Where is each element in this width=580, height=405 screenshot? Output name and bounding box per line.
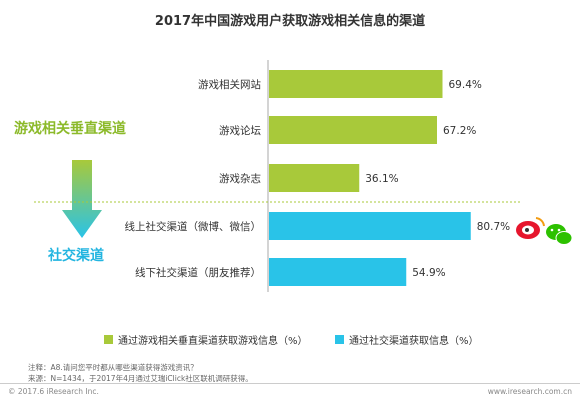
vertical-channel-label: 游戏相关垂直渠道 xyxy=(14,121,126,137)
legend-label-vertical: 通过游戏相关垂直渠道获取游戏信息（%） xyxy=(118,336,308,347)
bar-1 xyxy=(269,116,437,144)
bar-2 xyxy=(269,164,360,192)
legend-item-vertical: 通过游戏相关垂直渠道获取游戏信息（%） xyxy=(104,332,308,347)
copyright: © 2017.6 iResearch Inc. xyxy=(8,387,99,396)
legend-item-social: 通过社交渠道获取信息（%） xyxy=(335,332,479,347)
bar-4 xyxy=(269,258,407,286)
category-label-3: 线上社交渠道（微博、微信） xyxy=(125,220,262,233)
category-label-0: 游戏相关网站 xyxy=(198,78,261,91)
weibo-icon xyxy=(516,217,545,239)
value-label-4: 54.9% xyxy=(412,267,445,279)
value-label-3: 80.7% xyxy=(477,221,510,233)
value-label-1: 67.2% xyxy=(443,125,476,137)
category-label-1: 游戏论坛 xyxy=(219,124,261,137)
down-arrow-icon xyxy=(62,160,102,238)
footnote-question: 注释：A8.请问您平时都从哪些渠道获得游戏资讯？ xyxy=(28,363,198,372)
legend-label-social: 通过社交渠道获取信息（%） xyxy=(349,336,479,347)
value-label-0: 69.4% xyxy=(449,79,482,91)
social-channel-label: 社交渠道 xyxy=(48,248,104,264)
website: www.iresearch.com.cn xyxy=(487,387,572,396)
chart-title: 2017年中国游戏用户获取游戏相关信息的渠道 xyxy=(154,14,426,29)
category-label-2: 游戏杂志 xyxy=(219,172,261,185)
legend-swatch-green xyxy=(104,335,113,344)
category-label-4: 线下社交渠道（朋友推荐） xyxy=(135,266,261,279)
legend-swatch-cyan xyxy=(335,335,344,344)
bar-3 xyxy=(269,212,471,240)
footnote-source: 来源：N=1434，于2017年4月通过艾瑞iClick社区联机调研获得。 xyxy=(28,374,253,383)
bar-chart: 游戏相关网站 69.4% 游戏论坛 67.2% 游戏杂志 36.1% 线上社交渠道（微博、微… xyxy=(34,60,573,292)
wechat-icon xyxy=(546,224,573,245)
footer-divider xyxy=(0,383,580,384)
value-label-2: 36.1% xyxy=(365,173,398,185)
bar-0 xyxy=(269,70,443,98)
